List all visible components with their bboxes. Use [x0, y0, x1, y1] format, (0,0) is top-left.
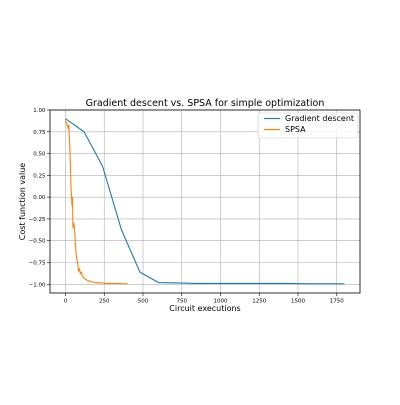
legend: Gradient descent SPSA [257, 112, 359, 139]
y-tick-label: 0.75 [33, 130, 46, 136]
y-tick-label: 0.25 [33, 173, 46, 179]
series-line-spsa [64, 120, 128, 285]
x-tick-label: 1500 [291, 299, 305, 305]
series-lines [64, 118, 345, 285]
y-tick-label: −0.75 [29, 261, 46, 267]
x-tick-label: 500 [138, 299, 149, 305]
chart-title: Gradient descent vs. SPSA for simple opt… [86, 98, 325, 109]
plot-frame [49, 109, 361, 294]
legend-label-spsa: SPSA [285, 125, 306, 134]
y-axis-label: Cost function value [18, 163, 27, 240]
y-tick-label: 0.00 [33, 195, 46, 201]
x-tick-label: 250 [99, 299, 110, 305]
x-tick-label: 750 [177, 299, 188, 305]
y-tick-label: −1.00 [29, 282, 46, 288]
legend-label-gradient-descent: Gradient descent [285, 114, 354, 123]
x-tick-label: 1750 [330, 299, 344, 305]
legend-frame [257, 112, 359, 139]
series-line-gradient-descent [65, 118, 345, 285]
x-tick-label: 0 [64, 299, 68, 305]
axis-ticks: 0 250 500 750 1000 1250 1500 1750 −1.00 −0.75 −0.5… [29, 108, 345, 305]
x-tick-label: 1250 [252, 299, 266, 305]
y-tick-label: 1.00 [33, 108, 46, 114]
y-tick-label: −0.50 [29, 239, 46, 245]
x-axis-label: Circuit executions [169, 304, 240, 313]
y-tick-label: −0.25 [29, 217, 46, 223]
y-tick-label: 0.50 [33, 152, 46, 158]
x-tick-label: 1000 [214, 299, 228, 305]
